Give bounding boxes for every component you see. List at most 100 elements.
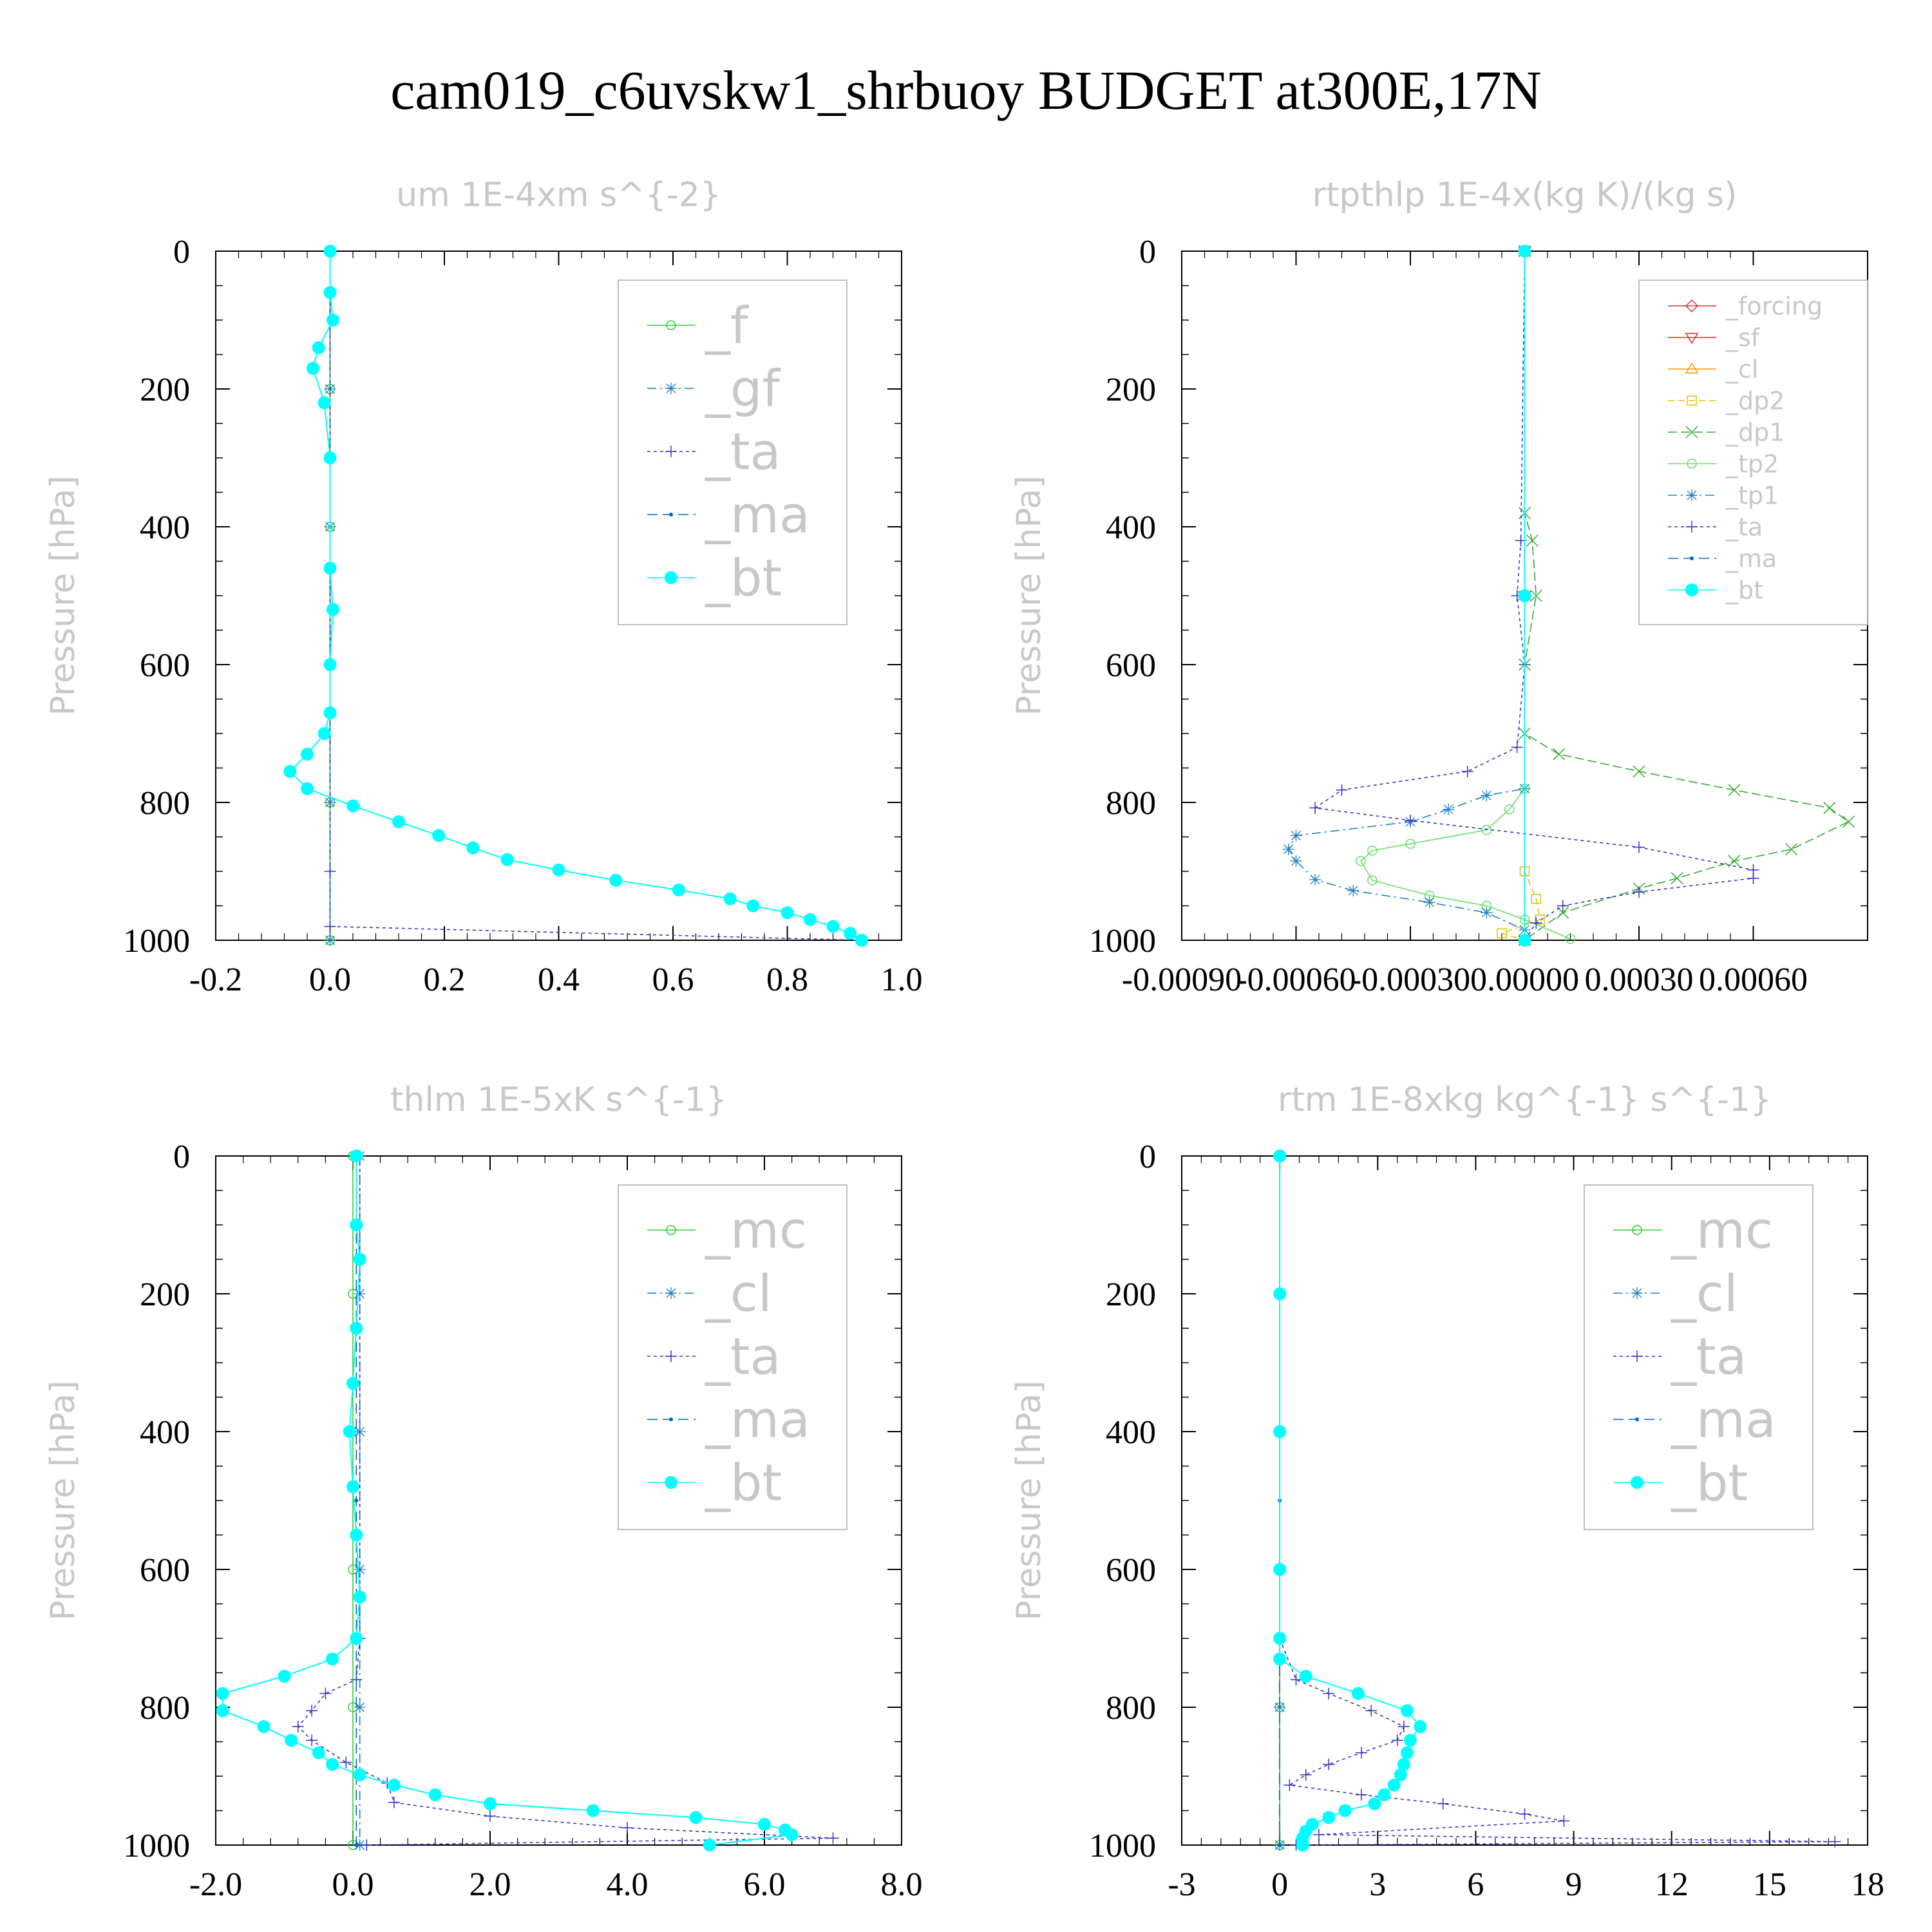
legend-marker xyxy=(1635,1417,1639,1421)
data-point xyxy=(1414,1719,1427,1733)
data-point xyxy=(586,1804,600,1817)
panel-3: thlm 1E-5xK s^{-1} Pressure [hPa] 0 200 400 6… xyxy=(44,1081,923,1903)
x-tick-label: -0.00030 xyxy=(1350,961,1470,998)
data-point xyxy=(689,1811,703,1824)
data-point xyxy=(1504,804,1515,815)
data-point xyxy=(283,764,297,778)
data-point xyxy=(1829,1835,1841,1848)
x-tick-label: 6.0 xyxy=(744,1866,786,1903)
data-point xyxy=(301,782,314,795)
data-point xyxy=(1299,1669,1312,1683)
data-point xyxy=(1290,1674,1302,1686)
legend-label: _tp2 xyxy=(1725,450,1779,478)
data-point xyxy=(1309,873,1321,886)
data-point xyxy=(1300,1768,1312,1781)
x-tick-label: 0.2 xyxy=(424,961,466,998)
data-point xyxy=(466,841,480,855)
data-point xyxy=(1526,534,1539,547)
data-point xyxy=(306,1705,318,1717)
data-point xyxy=(1497,928,1507,939)
y-tick-label: 0 xyxy=(1139,1139,1156,1175)
legend-label: _cl xyxy=(1725,355,1758,383)
data-point xyxy=(346,1377,359,1390)
legend-label: _sf xyxy=(1725,323,1761,352)
data-point xyxy=(353,1253,366,1266)
data-point xyxy=(1437,1797,1449,1810)
data-point xyxy=(1378,1788,1391,1801)
data-point xyxy=(1633,765,1645,778)
x-tick-label: 15 xyxy=(1753,1866,1786,1903)
panel-title: um 1E-4xm s^{-2} xyxy=(396,176,721,214)
data-point xyxy=(1338,1804,1352,1817)
x-tick-label: 12 xyxy=(1655,1866,1689,1903)
page-title: cam019_c6uvskw1_shrbuoy BUDGET at300E,17… xyxy=(390,59,1542,121)
data-point xyxy=(1785,843,1798,856)
series-line xyxy=(297,1156,833,1846)
x-tick-label: 8.0 xyxy=(881,1866,923,1903)
x-tick-label: 0.8 xyxy=(766,961,808,998)
legend-marker xyxy=(1631,1476,1643,1489)
legend-label: _cl xyxy=(1671,1265,1738,1323)
y-tick-label: 0 xyxy=(173,1139,190,1175)
data-point xyxy=(1273,1653,1287,1666)
x-tick-label: -0.00060 xyxy=(1236,961,1356,998)
legend-marker xyxy=(665,446,677,457)
legend-marker xyxy=(1686,521,1698,533)
data-point xyxy=(500,853,514,866)
data-point xyxy=(1400,1704,1414,1718)
data-point xyxy=(1823,802,1836,815)
legend-marker xyxy=(1631,1350,1643,1362)
legend-marker xyxy=(1632,1225,1642,1235)
x-tick-label: 1.0 xyxy=(881,961,923,998)
panel-4: rtm 1E-8xkg kg^{-1} s^{-1} Pressure [hPa]… xyxy=(1010,1081,1884,1903)
panel-title: thlm 1E-5xK s^{-1} xyxy=(390,1081,727,1119)
data-point xyxy=(323,451,337,464)
y-tick-label: 800 xyxy=(140,785,190,822)
data-point xyxy=(346,799,359,813)
data-point xyxy=(1842,815,1855,828)
x-tick-label: 0.0 xyxy=(309,961,351,998)
data-point xyxy=(326,1653,339,1666)
data-point xyxy=(392,815,405,828)
data-point xyxy=(361,1839,373,1851)
legend-marker xyxy=(669,1417,673,1421)
series-line xyxy=(1313,251,1754,941)
legend-marker xyxy=(669,513,673,516)
legend-marker xyxy=(1687,459,1697,469)
data-point xyxy=(343,1425,356,1438)
data-point xyxy=(324,797,336,808)
data-point xyxy=(353,1590,366,1604)
data-point xyxy=(1273,1287,1287,1300)
legend-label: _bt xyxy=(705,1454,782,1512)
data-point xyxy=(1365,1705,1378,1717)
data-point xyxy=(326,1757,339,1771)
data-point xyxy=(1323,1758,1335,1770)
legend-marker xyxy=(1685,332,1699,345)
legend-marker xyxy=(1687,395,1697,406)
data-point xyxy=(1405,838,1416,849)
legend-label: _ma xyxy=(1671,1391,1776,1449)
y-axis-label: Pressure [hPa] xyxy=(1010,1381,1048,1621)
x-tick-label: 18 xyxy=(1851,1866,1884,1903)
x-tick-label: 0.00030 xyxy=(1585,961,1694,998)
x-tick-label: 3 xyxy=(1369,1866,1386,1903)
legend-box xyxy=(618,279,848,625)
series-tp2 xyxy=(1356,246,1576,944)
data-point xyxy=(323,286,337,299)
data-point xyxy=(1400,1746,1414,1759)
data-point xyxy=(1557,900,1569,912)
y-tick-label: 1000 xyxy=(123,1828,190,1864)
legend-marker xyxy=(1631,1287,1643,1299)
data-point xyxy=(781,906,794,920)
legend-label: _dp2 xyxy=(1725,386,1785,415)
data-point xyxy=(1391,1734,1403,1747)
x-tick-label: 2.0 xyxy=(469,1866,511,1903)
data-point xyxy=(723,892,737,905)
data-point xyxy=(319,1687,332,1700)
data-point xyxy=(1355,1747,1367,1759)
legend-marker xyxy=(1685,583,1698,596)
legend-marker xyxy=(1690,556,1694,560)
data-point xyxy=(432,829,446,842)
data-point xyxy=(326,603,339,616)
